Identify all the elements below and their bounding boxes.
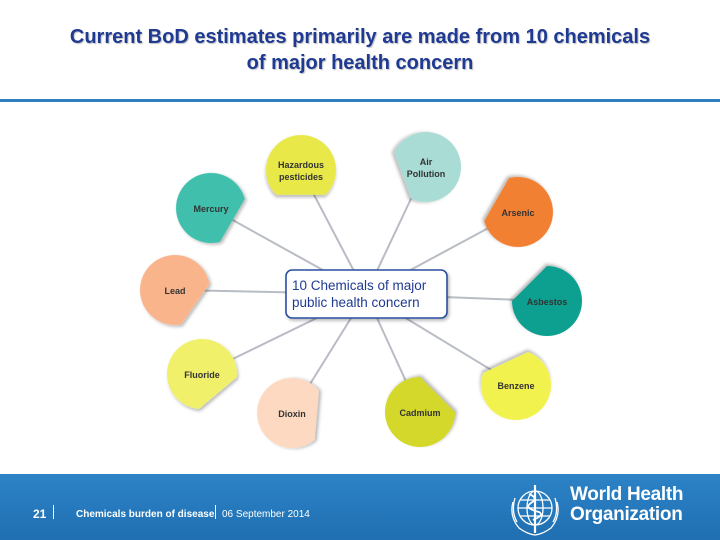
node-label-cadmium: Cadmium: [399, 408, 440, 418]
center-label-line-1: 10 Chemicals of major: [292, 278, 427, 293]
node-arsenic: Arsenic: [484, 177, 553, 247]
node-shape-lead: [140, 255, 210, 325]
node-label-air-pollution: Air: [420, 157, 433, 167]
slide-title-line-1: Current BoD estimates primarily are made…: [69, 26, 651, 48]
node-benzene: Benzene: [481, 352, 551, 420]
node-fluoride: Fluoride: [167, 339, 237, 409]
footer-separator: [53, 505, 54, 519]
center-label-line-2: public health concern: [292, 295, 420, 310]
node-hazardous-pesticides: Hazardous pesticides: [266, 135, 336, 195]
node-shape-hazardous-pesticides: [266, 135, 336, 195]
node-lead: Lead: [140, 255, 210, 325]
node-shape-asbestos: [512, 266, 582, 336]
node-label-fluoride: Fluoride: [184, 370, 220, 380]
node-label-dioxin: Dioxin: [278, 409, 306, 419]
node-shape-cadmium: [385, 377, 455, 447]
node-shape-benzene: [481, 352, 551, 420]
chemicals-diagram: Hazardous pesticides Air Pollution Mercury Ar…: [140, 132, 582, 448]
node-label-asbestos: Asbestos: [527, 297, 568, 307]
who-emblem-icon: [511, 485, 559, 536]
footer-date: 06 September 2014: [222, 509, 310, 520]
page-number: 21: [33, 507, 47, 521]
organization-name-line-2: Organization: [570, 504, 683, 525]
node-shape-mercury: [176, 173, 245, 243]
organization-name-line-1: World Health: [570, 484, 684, 505]
node-dioxin: Dioxin: [257, 378, 319, 448]
chemical-nodes: Hazardous pesticides Air Pollution Mercury Ar…: [140, 132, 582, 448]
node-shape-air-pollution: [394, 132, 461, 202]
node-label-hazardous-pesticides: Hazardous: [278, 160, 324, 170]
node-shape-fluoride: [167, 339, 237, 409]
slide-title-line-2: of major health concern: [246, 52, 474, 74]
node-mercury: Mercury: [176, 173, 245, 243]
footer-separator: [215, 505, 216, 519]
node-asbestos: Asbestos: [512, 266, 582, 336]
node-label-mercury: Mercury: [193, 204, 228, 214]
node-label-benzene: Benzene: [497, 381, 534, 391]
center-box: 10 Chemicals of major public health conc…: [285, 269, 448, 319]
footer-topic: Chemicals burden of disease: [76, 509, 215, 520]
node-label-hazardous-pesticides: pesticides: [279, 172, 323, 182]
node-label-arsenic: Arsenic: [501, 208, 534, 218]
slide-title: Current BoD estimates primarily are made…: [0, 24, 720, 76]
organization-name: World Health Organization: [570, 484, 684, 525]
node-cadmium: Cadmium: [385, 377, 455, 447]
node-label-air-pollution: Pollution: [407, 169, 446, 179]
footer-bar: 21 Chemicals burden of disease 06 Septem…: [0, 474, 720, 540]
node-air-pollution: Air Pollution: [394, 132, 461, 202]
title-divider: [0, 99, 720, 102]
node-label-lead: Lead: [164, 286, 185, 296]
node-shape-arsenic: [484, 177, 553, 247]
node-shape-dioxin: [257, 378, 319, 448]
